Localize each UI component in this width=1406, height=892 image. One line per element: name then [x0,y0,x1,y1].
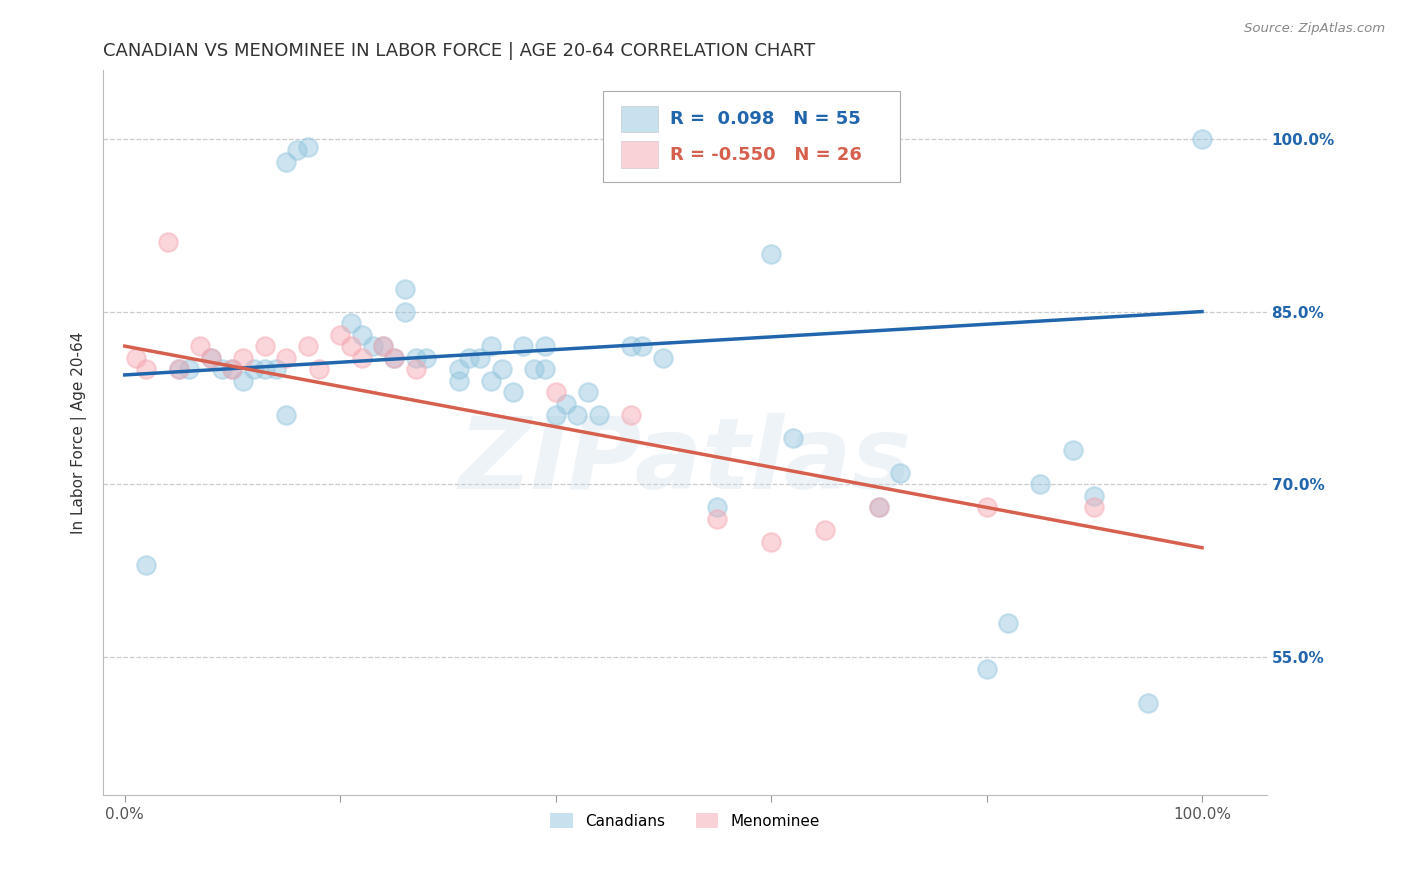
Point [782,431,804,445]
Point [285,143,308,157]
Point [405,362,427,376]
Text: Source: ZipAtlas.com: Source: ZipAtlas.com [1244,22,1385,36]
Point [588,409,610,423]
Point [167,362,190,376]
Point [620,339,643,353]
Point [124,351,146,365]
Point [200,351,222,365]
Point [555,397,578,411]
Point [232,374,254,388]
Point [976,500,998,515]
Point [447,362,470,376]
Point [1137,696,1160,710]
Point [211,362,233,376]
Point [297,140,319,154]
Point [350,351,373,365]
Point [308,362,330,376]
Point [976,662,998,676]
Point [167,362,190,376]
Legend: Canadians, Menominee: Canadians, Menominee [544,806,827,835]
Point [253,339,276,353]
Point [1083,500,1105,515]
Point [221,362,243,376]
Point [276,409,298,423]
Point [276,154,298,169]
Point [706,500,728,515]
Point [512,339,534,353]
Text: ZIPatlas: ZIPatlas [458,413,911,510]
Point [523,362,546,376]
Text: CANADIAN VS MENOMINEE IN LABOR FORCE | AGE 20-64 CORRELATION CHART: CANADIAN VS MENOMINEE IN LABOR FORCE | A… [103,42,815,60]
Point [297,339,319,353]
Point [243,362,266,376]
Point [382,351,405,365]
Point [997,615,1019,630]
Point [544,385,567,400]
Point [264,362,287,376]
Point [188,339,211,353]
Point [253,362,276,376]
FancyBboxPatch shape [603,91,900,182]
Point [221,362,243,376]
Point [405,351,427,365]
Point [415,351,437,365]
Point [759,247,782,261]
Point [544,409,567,423]
Point [814,524,837,538]
Point [479,374,502,388]
Point [156,235,179,250]
Point [759,535,782,549]
Point [1191,132,1213,146]
Point [567,409,589,423]
Point [340,316,363,330]
Point [179,362,201,376]
Point [200,351,222,365]
Point [534,339,557,353]
Point [458,351,481,365]
Point [373,339,395,353]
FancyBboxPatch shape [621,106,658,132]
Point [447,374,470,388]
Point [576,385,599,400]
Point [276,351,298,365]
Point [868,500,890,515]
Text: R = -0.550   N = 26: R = -0.550 N = 26 [669,145,862,163]
Point [620,409,643,423]
Text: R =  0.098   N = 55: R = 0.098 N = 55 [669,110,860,128]
Point [135,362,157,376]
Point [135,558,157,572]
Point [502,385,524,400]
Point [373,339,395,353]
Point [394,281,416,295]
Point [706,512,728,526]
Point [361,339,384,353]
Point [470,351,492,365]
Point [382,351,405,365]
Point [868,500,890,515]
Point [491,362,513,376]
FancyBboxPatch shape [621,142,658,168]
Point [652,351,675,365]
Point [232,351,254,365]
Point [329,327,352,342]
Point [631,339,654,353]
Point [534,362,557,376]
Y-axis label: In Labor Force | Age 20-64: In Labor Force | Age 20-64 [72,331,87,533]
Point [1062,442,1084,457]
Point [350,327,373,342]
Point [479,339,502,353]
Point [340,339,363,353]
Point [1083,489,1105,503]
Point [394,304,416,318]
Point [1029,477,1052,491]
Point [889,466,911,480]
